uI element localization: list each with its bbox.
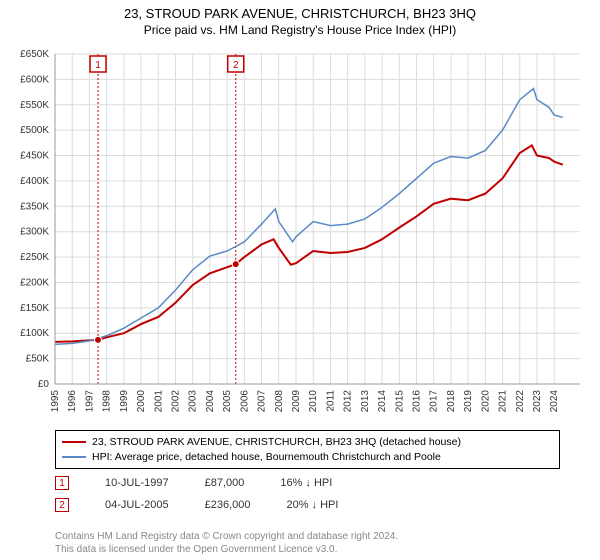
legend: 23, STROUD PARK AVENUE, CHRISTCHURCH, BH… <box>55 430 560 469</box>
svg-text:£100K: £100K <box>20 328 49 339</box>
svg-text:2009: 2009 <box>291 390 302 413</box>
svg-text:£550K: £550K <box>20 100 49 111</box>
svg-text:1: 1 <box>95 60 101 71</box>
svg-text:2011: 2011 <box>325 390 336 412</box>
svg-text:2002: 2002 <box>170 390 181 413</box>
chart-subtitle: Price paid vs. HM Land Registry's House … <box>0 21 600 37</box>
svg-text:£500K: £500K <box>20 125 49 136</box>
svg-text:£300K: £300K <box>20 227 49 238</box>
svg-text:2021: 2021 <box>498 390 509 413</box>
svg-text:2006: 2006 <box>239 390 250 413</box>
marker-ref-icon: 1 <box>55 476 69 490</box>
marker-ref-icon: 2 <box>55 498 69 512</box>
transaction-delta: 20% ↓ HPI <box>286 499 338 511</box>
chart-area: £0 £50K £100K £150K £200K £250K £300K £350K £400… <box>0 44 600 424</box>
legend-row: HPI: Average price, detached house, Bour… <box>62 450 553 465</box>
svg-text:£400K: £400K <box>20 176 49 187</box>
svg-text:£350K: £350K <box>20 201 49 212</box>
svg-text:2015: 2015 <box>394 390 405 413</box>
svg-text:2: 2 <box>233 60 239 71</box>
svg-text:2022: 2022 <box>515 390 526 413</box>
svg-text:£250K: £250K <box>20 252 49 263</box>
transaction-date: 04-JUL-2005 <box>105 499 169 511</box>
svg-text:£50K: £50K <box>26 354 50 365</box>
transaction-delta: 16% ↓ HPI <box>280 477 332 489</box>
svg-text:2019: 2019 <box>463 390 474 413</box>
svg-text:1999: 1999 <box>119 390 130 413</box>
svg-text:2007: 2007 <box>257 390 268 413</box>
footnote-line1: Contains HM Land Registry data © Crown c… <box>55 531 398 542</box>
svg-text:£150K: £150K <box>20 303 49 314</box>
svg-text:£450K: £450K <box>20 151 49 162</box>
svg-text:2016: 2016 <box>411 390 422 413</box>
svg-text:2017: 2017 <box>429 390 440 413</box>
transaction-date: 10-JUL-1997 <box>105 477 169 489</box>
transaction-price: £236,000 <box>205 499 251 511</box>
transaction-row-1: 1 10-JUL-1997 £87,000 16% ↓ HPI <box>55 476 565 490</box>
svg-text:2014: 2014 <box>377 390 388 413</box>
legend-swatch <box>62 456 86 458</box>
svg-text:2013: 2013 <box>360 390 371 413</box>
svg-text:£650K: £650K <box>20 49 49 60</box>
svg-text:£0: £0 <box>38 379 50 390</box>
svg-text:£600K: £600K <box>20 74 49 85</box>
legend-swatch <box>62 441 86 443</box>
svg-text:1996: 1996 <box>67 390 78 413</box>
svg-text:2005: 2005 <box>222 390 233 413</box>
svg-text:£200K: £200K <box>20 277 49 288</box>
svg-text:2004: 2004 <box>205 390 216 413</box>
svg-text:2001: 2001 <box>153 390 164 413</box>
transaction-row-2: 2 04-JUL-2005 £236,000 20% ↓ HPI <box>55 498 565 512</box>
legend-label: 23, STROUD PARK AVENUE, CHRISTCHURCH, BH… <box>92 435 461 450</box>
svg-text:2024: 2024 <box>549 390 560 413</box>
svg-text:2012: 2012 <box>343 390 354 413</box>
svg-text:2000: 2000 <box>136 390 147 413</box>
footnote: Contains HM Land Registry data © Crown c… <box>55 530 565 556</box>
footnote-line2: This data is licensed under the Open Gov… <box>55 544 337 555</box>
transaction-price: £87,000 <box>205 477 245 489</box>
svg-text:2008: 2008 <box>274 390 285 413</box>
svg-text:2020: 2020 <box>480 390 491 413</box>
svg-text:1997: 1997 <box>84 390 95 413</box>
svg-text:2023: 2023 <box>532 390 543 413</box>
legend-row: 23, STROUD PARK AVENUE, CHRISTCHURCH, BH… <box>62 435 553 450</box>
svg-text:2003: 2003 <box>188 390 199 413</box>
chart-title: 23, STROUD PARK AVENUE, CHRISTCHURCH, BH… <box>0 0 600 21</box>
svg-text:1998: 1998 <box>102 390 113 413</box>
svg-text:1995: 1995 <box>50 390 61 413</box>
legend-label: HPI: Average price, detached house, Bour… <box>92 450 441 465</box>
svg-text:2010: 2010 <box>308 390 319 413</box>
svg-text:2018: 2018 <box>446 390 457 413</box>
